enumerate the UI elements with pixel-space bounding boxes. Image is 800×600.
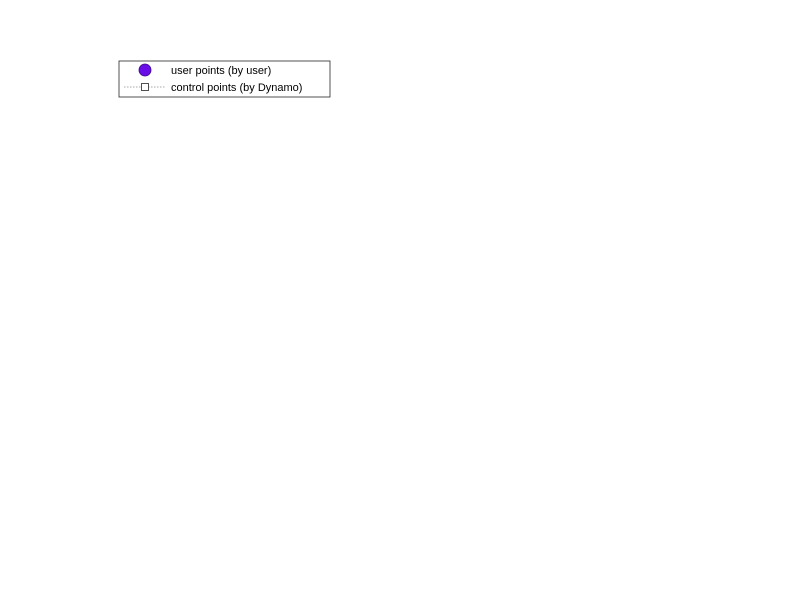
legend-control-point-marker (141, 83, 149, 91)
legend-user-points-label: user points (by user) (171, 65, 271, 77)
legend-user-point-marker (138, 63, 152, 77)
legend-box (118, 60, 331, 98)
legend: user points (by user) control points (by… (118, 60, 331, 98)
legend-control-points-label: control points (by Dynamo) (171, 82, 302, 94)
